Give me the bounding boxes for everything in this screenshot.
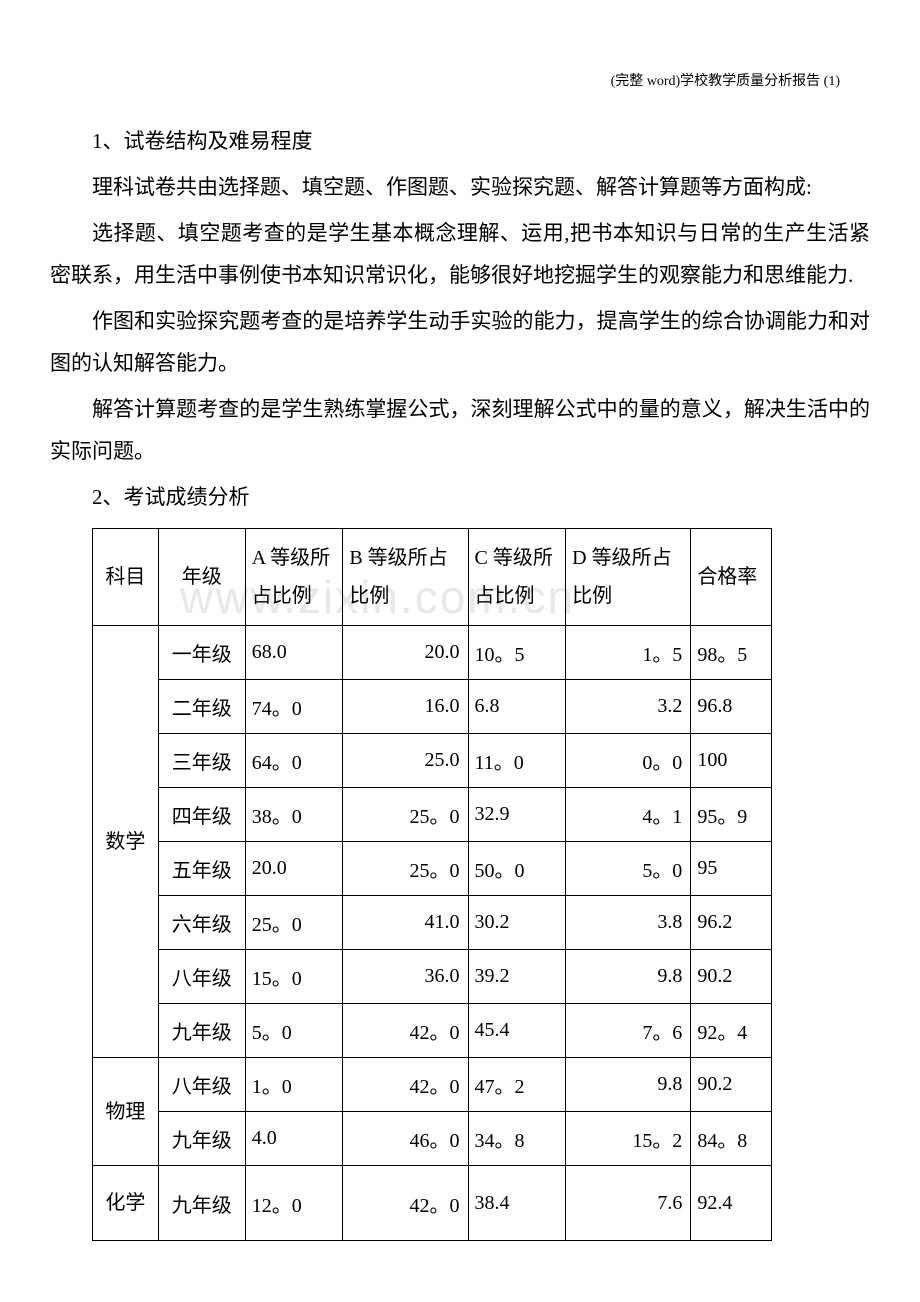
table-row: 数学 一年级 68.0 20.0 10。5 1。5 98。5 bbox=[93, 626, 772, 680]
cell-a: 74。0 bbox=[245, 680, 343, 734]
header-gradeC: C 等级所占比例 bbox=[468, 529, 566, 626]
cell-c: 6.8 bbox=[468, 680, 566, 734]
cell-grade: 六年级 bbox=[158, 896, 245, 950]
cell-d: 3.2 bbox=[566, 680, 691, 734]
cell-a: 20.0 bbox=[245, 842, 343, 896]
cell-d: 1。5 bbox=[566, 626, 691, 680]
cell-grade: 一年级 bbox=[158, 626, 245, 680]
cell-grade: 九年级 bbox=[158, 1112, 245, 1166]
cell-d: 3.8 bbox=[566, 896, 691, 950]
cell-c: 34。8 bbox=[468, 1112, 566, 1166]
cell-grade: 八年级 bbox=[158, 950, 245, 1004]
cell-d: 9.8 bbox=[566, 950, 691, 1004]
table-row: 八年级 15。0 36.0 39.2 9.8 90.2 bbox=[93, 950, 772, 1004]
cell-b: 41.0 bbox=[343, 896, 468, 950]
cell-b: 25。0 bbox=[343, 788, 468, 842]
cell-d: 4。1 bbox=[566, 788, 691, 842]
results-table: 科目 年级 A 等级所占比例 B 等级所占比例 C 等级所占比例 D 等级所占比… bbox=[92, 528, 772, 1241]
header-subject: 科目 bbox=[93, 529, 159, 626]
section1-p3: 作图和实验探究题考查的是培养学生动手实验的能力，提高学生的综合协调能力和对图的认… bbox=[50, 300, 870, 384]
cell-d: 15。2 bbox=[566, 1112, 691, 1166]
cell-b: 42。0 bbox=[343, 1004, 468, 1058]
cell-b: 42。0 bbox=[343, 1166, 468, 1241]
cell-c: 10。5 bbox=[468, 626, 566, 680]
section1-p1: 理科试卷共由选择题、填空题、作图题、实验探究题、解答计算题等方面构成: bbox=[50, 166, 870, 208]
cell-c: 39.2 bbox=[468, 950, 566, 1004]
table-header-row: 科目 年级 A 等级所占比例 B 等级所占比例 C 等级所占比例 D 等级所占比… bbox=[93, 529, 772, 626]
cell-a: 12。0 bbox=[245, 1166, 343, 1241]
document-content: (完整 word)学校教学质量分析报告 (1) 1、试卷结构及难易程度 理科试卷… bbox=[50, 70, 870, 1241]
section1-p2: 选择题、填空题考查的是学生基本概念理解、运用,把书本知识与日常的生产生活紧密联系… bbox=[50, 212, 870, 296]
cell-pass: 90.2 bbox=[691, 950, 772, 1004]
cell-d: 0。0 bbox=[566, 734, 691, 788]
cell-a: 4.0 bbox=[245, 1112, 343, 1166]
cell-a: 64。0 bbox=[245, 734, 343, 788]
cell-d: 7.6 bbox=[566, 1166, 691, 1241]
cell-pass: 96.2 bbox=[691, 896, 772, 950]
cell-a: 15。0 bbox=[245, 950, 343, 1004]
cell-grade: 二年级 bbox=[158, 680, 245, 734]
cell-c: 11。0 bbox=[468, 734, 566, 788]
table-row: 三年级 64。0 25.0 11。0 0。0 100 bbox=[93, 734, 772, 788]
cell-pass: 92.4 bbox=[691, 1166, 772, 1241]
cell-grade: 八年级 bbox=[158, 1058, 245, 1112]
cell-b: 20.0 bbox=[343, 626, 468, 680]
cell-pass: 84。8 bbox=[691, 1112, 772, 1166]
header-grade: 年级 bbox=[158, 529, 245, 626]
section1-p4: 解答计算题考查的是学生熟练掌握公式，深刻理解公式中的量的意义，解决生活中的实际问… bbox=[50, 388, 870, 472]
cell-grade: 四年级 bbox=[158, 788, 245, 842]
cell-grade: 九年级 bbox=[158, 1004, 245, 1058]
section1-title: 1、试卷结构及难易程度 bbox=[50, 120, 870, 162]
cell-b: 16.0 bbox=[343, 680, 468, 734]
cell-d: 5。0 bbox=[566, 842, 691, 896]
header-gradeA: A 等级所占比例 bbox=[245, 529, 343, 626]
cell-pass: 98。5 bbox=[691, 626, 772, 680]
section2-title: 2、考试成绩分析 bbox=[50, 476, 870, 518]
cell-c: 45.4 bbox=[468, 1004, 566, 1058]
cell-a: 38。0 bbox=[245, 788, 343, 842]
cell-c: 50。0 bbox=[468, 842, 566, 896]
cell-b: 36.0 bbox=[343, 950, 468, 1004]
cell-pass: 90.2 bbox=[691, 1058, 772, 1112]
cell-b: 25。0 bbox=[343, 842, 468, 896]
subject-chemistry: 化学 bbox=[93, 1166, 159, 1241]
cell-b: 42。0 bbox=[343, 1058, 468, 1112]
cell-c: 47。2 bbox=[468, 1058, 566, 1112]
table-row: 化学 九年级 12。0 42。0 38.4 7.6 92.4 bbox=[93, 1166, 772, 1241]
header-gradeD: D 等级所占比例 bbox=[566, 529, 691, 626]
table-row: 九年级 4.0 46。0 34。8 15。2 84。8 bbox=[93, 1112, 772, 1166]
table-row: 六年级 25。0 41.0 30.2 3.8 96.2 bbox=[93, 896, 772, 950]
cell-pass: 95。9 bbox=[691, 788, 772, 842]
table-row: 九年级 5。0 42。0 45.4 7。6 92。4 bbox=[93, 1004, 772, 1058]
cell-pass: 96.8 bbox=[691, 680, 772, 734]
cell-c: 30.2 bbox=[468, 896, 566, 950]
table-row: 四年级 38。0 25。0 32.9 4。1 95。9 bbox=[93, 788, 772, 842]
table-row: 二年级 74。0 16.0 6.8 3.2 96.8 bbox=[93, 680, 772, 734]
cell-d: 7。6 bbox=[566, 1004, 691, 1058]
cell-c: 32.9 bbox=[468, 788, 566, 842]
cell-grade: 五年级 bbox=[158, 842, 245, 896]
cell-b: 25.0 bbox=[343, 734, 468, 788]
cell-pass: 100 bbox=[691, 734, 772, 788]
page-header: (完整 word)学校教学质量分析报告 (1) bbox=[50, 70, 870, 90]
cell-pass: 95 bbox=[691, 842, 772, 896]
cell-a: 1。0 bbox=[245, 1058, 343, 1112]
table-row: 物理 八年级 1。0 42。0 47。2 9.8 90.2 bbox=[93, 1058, 772, 1112]
cell-d: 9.8 bbox=[566, 1058, 691, 1112]
cell-c: 38.4 bbox=[468, 1166, 566, 1241]
cell-b: 46。0 bbox=[343, 1112, 468, 1166]
table-row: 五年级 20.0 25。0 50。0 5。0 95 bbox=[93, 842, 772, 896]
cell-a: 25。0 bbox=[245, 896, 343, 950]
cell-grade: 三年级 bbox=[158, 734, 245, 788]
cell-grade: 九年级 bbox=[158, 1166, 245, 1241]
cell-pass: 92。4 bbox=[691, 1004, 772, 1058]
header-gradeB: B 等级所占比例 bbox=[343, 529, 468, 626]
subject-math: 数学 bbox=[93, 626, 159, 1058]
cell-a: 68.0 bbox=[245, 626, 343, 680]
subject-physics: 物理 bbox=[93, 1058, 159, 1166]
header-pass: 合格率 bbox=[691, 529, 772, 626]
cell-a: 5。0 bbox=[245, 1004, 343, 1058]
